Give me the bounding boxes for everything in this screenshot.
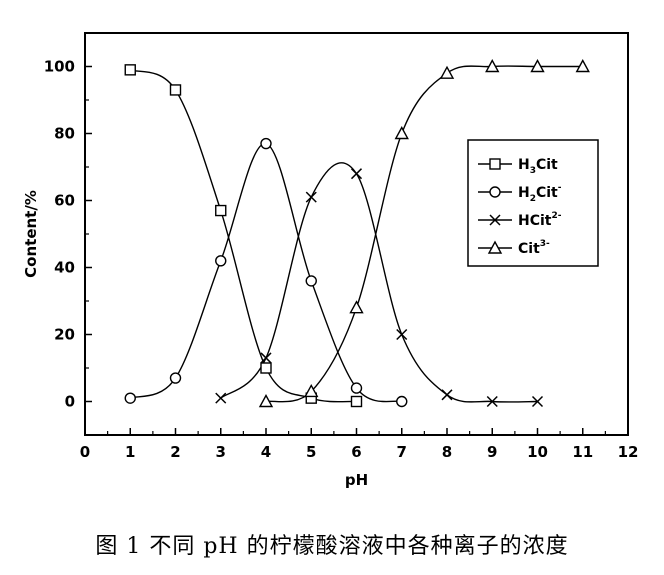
y-tick-label: 80 (54, 125, 75, 143)
series-markers (124, 59, 590, 408)
x-tick-label: 1 (125, 443, 135, 461)
y-axis: 0 20 40 60 80 100 (44, 32, 92, 436)
data-point-cit3 (439, 65, 455, 79)
x-tick-label: 6 (351, 443, 361, 461)
legend-label: H2Cit- (518, 183, 562, 204)
legend-item-h2cit: H2Cit- (478, 183, 562, 204)
data-point-cit3 (575, 59, 590, 73)
x-tick-label: 10 (527, 443, 548, 461)
series-line-h3cit (129, 69, 357, 403)
legend-label: Cit3- (518, 239, 550, 257)
data-point-h2cit (169, 372, 182, 384)
series-line-hcit2 (220, 162, 538, 403)
legend-label: H3Cit (518, 157, 558, 176)
x-axis: 0 1 2 3 4 5 6 7 8 9 10 11 12 (80, 428, 639, 461)
data-point-h2cit (305, 275, 317, 287)
legend-label: HCit2- (518, 211, 562, 229)
x-tick-label: 11 (572, 443, 593, 461)
data-point-h2cit (124, 392, 136, 404)
x-tick-label: 4 (261, 443, 271, 461)
x-tick-label: 5 (306, 443, 316, 461)
y-tick-label: 20 (54, 326, 75, 344)
data-point-hcit2 (486, 395, 498, 408)
data-point-h2cit (215, 255, 227, 267)
data-point-hcit2 (531, 395, 544, 408)
data-point-hcit2 (350, 168, 363, 180)
data-point-h3cit (169, 84, 182, 96)
data-point-h2cit (260, 137, 272, 150)
data-point-cit3 (530, 59, 545, 73)
data-point-cit3 (258, 394, 274, 408)
y-tick-label: 60 (54, 192, 75, 210)
data-point-hcit2 (396, 328, 408, 341)
data-point-hcit2 (215, 392, 227, 404)
x-tick-label: 3 (216, 443, 226, 461)
legend-item-cit3: Cit3- (478, 239, 550, 257)
x-tick-label: 0 (80, 443, 90, 461)
data-point-cit3 (304, 383, 319, 398)
data-point-cit3 (485, 59, 500, 73)
legend-item-hcit2: HCit2- (478, 211, 562, 229)
data-point-h2cit (396, 395, 408, 408)
data-point-h3cit (124, 64, 136, 76)
data-point-cit3 (349, 300, 364, 314)
y-tick-label: 100 (44, 58, 75, 76)
x-tick-label: 9 (487, 443, 497, 461)
data-point-h3cit (350, 395, 363, 408)
x-tick-label: 2 (170, 443, 180, 461)
data-point-h2cit (350, 382, 363, 394)
data-point-hcit2 (260, 352, 272, 364)
legend-item-h3cit: H3Cit (478, 157, 558, 176)
legend: H3Cit H2Cit- HCit2- Cit3- (467, 139, 599, 267)
x-tick-label: 12 (618, 443, 639, 461)
data-point-cit3 (394, 126, 409, 140)
data-point-hcit2 (441, 389, 453, 401)
x-tick-label: 8 (442, 443, 452, 461)
series-line-cit3 (265, 65, 583, 403)
x-tick-label: 7 (397, 443, 407, 461)
data-point-hcit2 (305, 191, 317, 203)
x-axis-title: pH (345, 471, 368, 489)
data-point-h3cit (260, 362, 272, 374)
y-tick-label: 40 (54, 259, 75, 277)
legend-marker (489, 158, 501, 170)
legend-marker (487, 240, 503, 254)
y-tick-label: 0 (65, 393, 75, 411)
data-point-h3cit (215, 204, 227, 217)
legend-marker (489, 214, 501, 226)
figure-caption: 图 1 不同 pH 的柠檬酸溶液中各种离子的浓度 (95, 534, 569, 559)
y-axis-title: Content/% (22, 190, 40, 278)
legend-marker (489, 186, 501, 198)
